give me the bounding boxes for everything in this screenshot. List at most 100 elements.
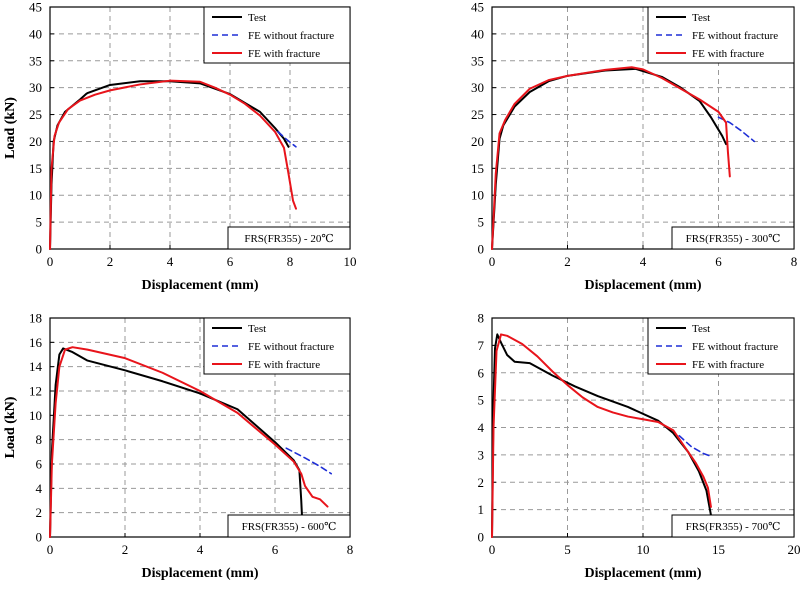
legend-label-test: Test (692, 323, 710, 335)
series-line-test (49, 80, 290, 250)
x-tick-label: 10 (344, 254, 357, 269)
y-tick-label: 25 (29, 107, 42, 122)
y-tick-label: 1 (478, 502, 485, 517)
x-tick-label: 4 (197, 542, 204, 557)
condition-tag: FRS(FR355) - 300℃ (686, 233, 781, 245)
y-tick-label: 30 (471, 80, 484, 95)
x-tick-label: 6 (272, 542, 279, 557)
condition-tag-box (671, 514, 795, 538)
series-line-fe-without-fracture (277, 130, 297, 148)
x-axis-label: Displacement (mm) (584, 566, 701, 581)
x-tick-label: 4 (167, 254, 174, 269)
condition-tag: FRS(FR355) - 700℃ (686, 521, 781, 533)
condition-tag: FRS(FR355) - 20℃ (244, 233, 333, 245)
x-tick-label: 6 (227, 254, 234, 269)
condition-tag-box (227, 514, 351, 538)
x-tick-label: 8 (347, 542, 354, 557)
y-tick-label: 8 (36, 432, 43, 447)
x-tick-label: 0 (489, 542, 496, 557)
y-tick-label: 20 (471, 134, 484, 149)
legend-label-fe-without-fracture: FE without fracture (248, 30, 334, 42)
y-tick-label: 4 (36, 481, 43, 496)
y-tick-label: 16 (29, 335, 43, 350)
y-tick-label: 10 (471, 188, 484, 203)
condition-tag-box (227, 226, 351, 250)
legend-label-fe-with-fracture: FE with fracture (692, 48, 764, 60)
x-tick-label: 10 (637, 542, 650, 557)
x-tick-label: 5 (564, 542, 571, 557)
y-tick-label: 5 (478, 393, 485, 408)
legend-label-fe-without-fracture: FE without fracture (248, 341, 334, 353)
y-tick-label: 8 (478, 311, 485, 326)
condition-tag: FRS(FR355) - 600℃ (242, 521, 337, 533)
y-tick-label: 10 (29, 188, 42, 203)
y-tick-label: 25 (471, 107, 484, 122)
y-tick-label: 3 (478, 447, 485, 462)
y-tick-label: 40 (471, 26, 484, 41)
x-tick-label: 8 (287, 254, 294, 269)
legend-label-fe-with-fracture: FE with fracture (248, 359, 320, 371)
legend-label-fe-with-fracture: FE with fracture (692, 359, 764, 371)
series-line-fe-with-fracture (491, 333, 712, 538)
y-tick-label: 18 (29, 311, 42, 326)
y-tick-label: 0 (478, 242, 485, 257)
y-tick-label: 5 (478, 215, 485, 230)
legend-label-test: Test (248, 12, 266, 24)
x-tick-label: 0 (489, 254, 496, 269)
y-tick-label: 6 (478, 365, 485, 380)
y-axis-label: Load (kN) (3, 97, 18, 159)
y-axis-label: Load (kN) (3, 396, 18, 458)
legend-label-fe-without-fracture: FE without fracture (692, 30, 778, 42)
y-tick-label: 45 (29, 0, 42, 15)
x-tick-label: 15 (712, 542, 725, 557)
x-axis-label: Displacement (mm) (141, 278, 258, 293)
y-tick-label: 2 (36, 505, 43, 520)
y-tick-label: 30 (29, 80, 42, 95)
y-tick-label: 45 (471, 0, 484, 15)
series-line-fe-with-fracture (491, 66, 731, 250)
y-tick-label: 0 (36, 242, 43, 257)
y-tick-label: 7 (478, 338, 485, 353)
legend-label-test: Test (692, 12, 710, 24)
x-axis-label: Displacement (mm) (141, 566, 258, 581)
series-line-fe-with-fracture (49, 79, 297, 250)
x-tick-label: 20 (788, 542, 800, 557)
chart-panel-1: 0 2 4 6 8 10 0 5 10 15 20 25 30 35 40 45 Displacement (m… (3, 0, 357, 293)
legend-label-test: Test (248, 323, 266, 335)
y-tick-label: 15 (471, 161, 484, 176)
x-tick-label: 8 (791, 254, 798, 269)
y-tick-label: 0 (36, 530, 43, 545)
legend-label-fe-without-fracture: FE without fracture (692, 341, 778, 353)
chart-panel-3: 0 2 4 6 8 0 2 4 6 8 10 12 14 16 18 Displacement (mm) Loa… (3, 311, 353, 582)
condition-tag-box (671, 226, 795, 250)
series-line-fe-without-fracture (285, 447, 333, 475)
y-tick-label: 40 (29, 26, 42, 41)
x-tick-label: 6 (715, 254, 722, 269)
y-tick-label: 35 (471, 53, 484, 68)
legend-label-fe-with-fracture: FE with fracture (248, 48, 320, 60)
y-tick-label: 10 (29, 408, 42, 423)
x-tick-label: 2 (122, 542, 129, 557)
x-axis-label: Displacement (mm) (584, 278, 701, 293)
x-tick-label: 0 (47, 542, 54, 557)
y-tick-label: 6 (36, 457, 43, 472)
x-tick-label: 4 (640, 254, 647, 269)
y-tick-label: 5 (36, 215, 43, 230)
y-tick-label: 0 (478, 530, 485, 545)
x-tick-label: 0 (47, 254, 54, 269)
y-tick-label: 4 (478, 420, 485, 435)
plot-frame (49, 6, 351, 250)
y-tick-label: 20 (29, 134, 42, 149)
y-tick-label: 2 (478, 475, 485, 490)
y-axis-label: Load (kN) (3, 97, 18, 159)
series-line-fe-without-fracture (678, 434, 712, 458)
x-tick-label: 2 (107, 254, 114, 269)
series-line-fe-with-fracture (49, 346, 329, 538)
y-tick-label: 12 (29, 384, 42, 399)
x-tick-label: 2 (564, 254, 571, 269)
series-line-test (49, 347, 303, 538)
y-axis-label: Load (kN) (3, 396, 18, 458)
